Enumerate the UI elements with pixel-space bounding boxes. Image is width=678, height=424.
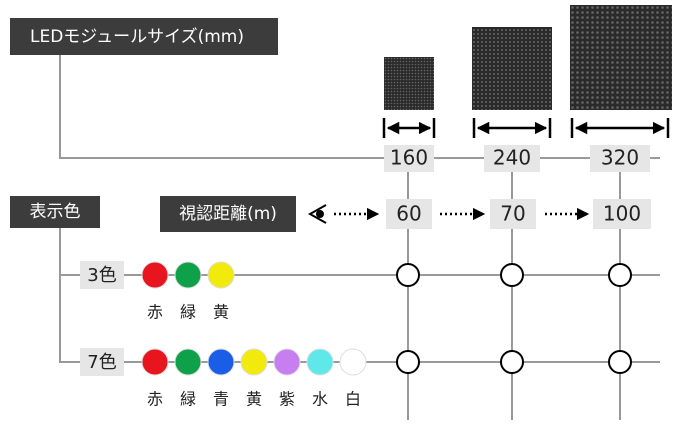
color-dot xyxy=(273,348,301,376)
row-label: 3色 xyxy=(87,265,116,286)
row-label: 7色 xyxy=(87,352,116,373)
color-name: 緑 xyxy=(180,303,196,322)
eye-icon xyxy=(307,204,327,224)
distance-box xyxy=(386,199,432,229)
availability-marker xyxy=(396,350,420,374)
distance-value: 60 xyxy=(396,202,421,226)
distance-box xyxy=(490,199,536,229)
color-dot xyxy=(339,348,367,376)
row-label-box xyxy=(80,348,124,376)
module-image xyxy=(570,5,672,110)
color-dot xyxy=(141,261,169,289)
color-name: 紫 xyxy=(279,390,295,409)
color-dot xyxy=(207,261,235,289)
color-header-label: 表示色 xyxy=(30,202,81,222)
distance-header-label: 視認距離(m) xyxy=(179,204,277,224)
size-box xyxy=(484,145,540,172)
header-box xyxy=(10,18,278,55)
distance-value: 100 xyxy=(603,202,641,226)
size-arrows xyxy=(382,118,670,138)
color-dot xyxy=(207,348,235,376)
color-dot xyxy=(174,348,202,376)
module-image xyxy=(384,57,434,110)
color-name: 黄 xyxy=(246,390,262,409)
color-dot xyxy=(141,348,169,376)
size-value: 320 xyxy=(601,146,639,170)
distance-header-box xyxy=(160,196,296,232)
color-header-box xyxy=(10,196,100,228)
color-dot xyxy=(240,348,268,376)
availability-marker xyxy=(608,263,632,287)
distance-value: 70 xyxy=(500,202,525,226)
size-value: 160 xyxy=(390,146,428,170)
color-name: 黄 xyxy=(213,303,229,322)
row-label-box xyxy=(80,261,124,289)
color-name: 青 xyxy=(213,390,229,409)
size-box xyxy=(384,145,434,172)
color-name: 緑 xyxy=(180,390,196,409)
module-image xyxy=(472,27,552,110)
color-name: 赤 xyxy=(147,390,163,409)
availability-marker xyxy=(500,263,524,287)
color-dot xyxy=(306,348,334,376)
distance-box xyxy=(593,199,651,229)
availability-marker xyxy=(396,263,420,287)
size-box xyxy=(590,145,650,172)
availability-marker xyxy=(500,350,524,374)
availability-marker xyxy=(608,350,632,374)
size-value: 240 xyxy=(493,146,531,170)
color-name: 白 xyxy=(345,390,361,409)
color-name: 水 xyxy=(312,390,328,409)
color-dot xyxy=(174,261,202,289)
color-name: 赤 xyxy=(147,303,163,322)
header-label: LEDモジュールサイズ(mm) xyxy=(30,27,244,47)
